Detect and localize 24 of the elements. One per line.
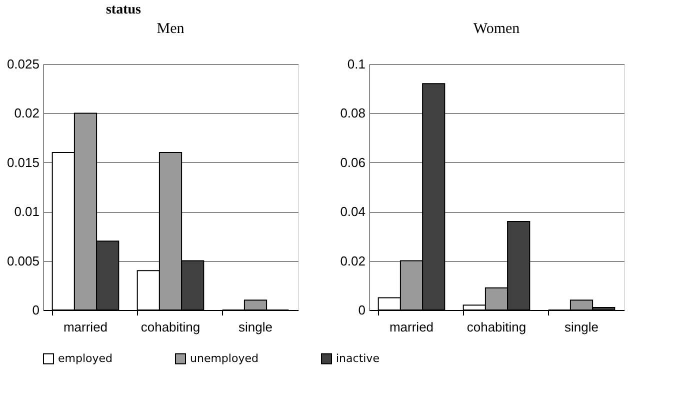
x-tick-label: married [389,320,434,334]
y-tick-label: 0.01 [14,204,40,220]
x-tick-label: single [564,320,598,334]
x-tick-label: married [63,320,108,334]
y-tick-label: 0 [32,302,40,318]
legend-label: inactive [336,352,380,365]
x-tick-label: cohabiting [466,320,526,334]
y-tick-label: 0.005 [6,253,40,268]
y-tick-label: 0 [358,302,366,318]
y-tick-label: 0.015 [6,154,40,170]
y-tick-label: 0.025 [6,56,40,72]
y-tick-label: 0.02 [340,253,366,268]
y-tick-label: 0.08 [340,106,366,121]
chart-title: Women [473,21,520,37]
y-tick-label: 0.1 [347,56,366,72]
x-tick-label: single [238,320,272,334]
y-tick-label: 0.06 [340,154,366,170]
y-tick-label: 0.04 [340,204,366,220]
legend-label: employed [58,352,113,365]
x-tick-label: cohabiting [140,320,200,334]
y-tick-label: 0.02 [14,106,40,121]
legend-label: unemployed [190,352,258,365]
chart-title: Men [156,21,185,37]
text: status [106,2,142,18]
